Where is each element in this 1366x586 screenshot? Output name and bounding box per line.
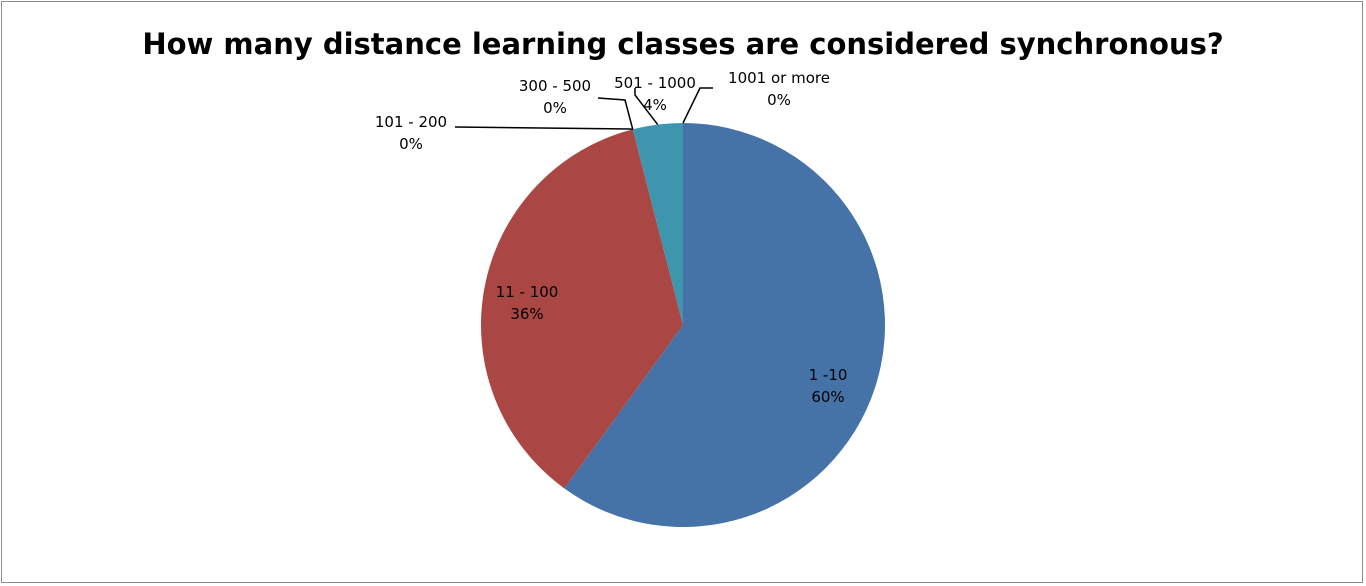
slice-label-11-100: 11 - 100 bbox=[496, 283, 559, 301]
chart-title: How many distance learning classes are c… bbox=[142, 27, 1223, 61]
slice-value-1-10: 60% bbox=[811, 388, 844, 406]
slice-label-501-1000: 501 - 1000 bbox=[614, 74, 696, 92]
pie-slice-11-100 bbox=[481, 129, 683, 489]
slice-value-101-200: 0% bbox=[399, 135, 423, 153]
slice-label-300-500: 300 - 500 bbox=[519, 77, 591, 95]
leader-line-300-500 bbox=[597, 97, 634, 130]
pie-slices bbox=[481, 123, 885, 527]
slice-label-101-200: 101 - 200 bbox=[375, 113, 447, 131]
leader-line-501-1000 bbox=[634, 88, 659, 126]
slice-value-501-1000: 4% bbox=[643, 96, 667, 114]
pie-slice-1-10 bbox=[564, 123, 885, 527]
slice-label-1001-or-more: 1001 or more bbox=[728, 69, 830, 87]
slice-labels: 1 -10 60% 11 - 100 36% 101 - 200 0% 300 - 500 0… bbox=[375, 69, 848, 406]
pie-slice-501-1000 bbox=[632, 123, 683, 325]
slice-label-1-10: 1 -10 bbox=[809, 366, 848, 384]
slice-value-11-100: 36% bbox=[510, 305, 543, 323]
leader-line-101-200 bbox=[454, 126, 633, 131]
slice-value-300-500: 0% bbox=[543, 99, 567, 117]
leader-lines bbox=[454, 87, 713, 131]
slice-value-1001-or-more: 0% bbox=[767, 91, 791, 109]
leader-line-1001-or-more bbox=[682, 87, 713, 124]
